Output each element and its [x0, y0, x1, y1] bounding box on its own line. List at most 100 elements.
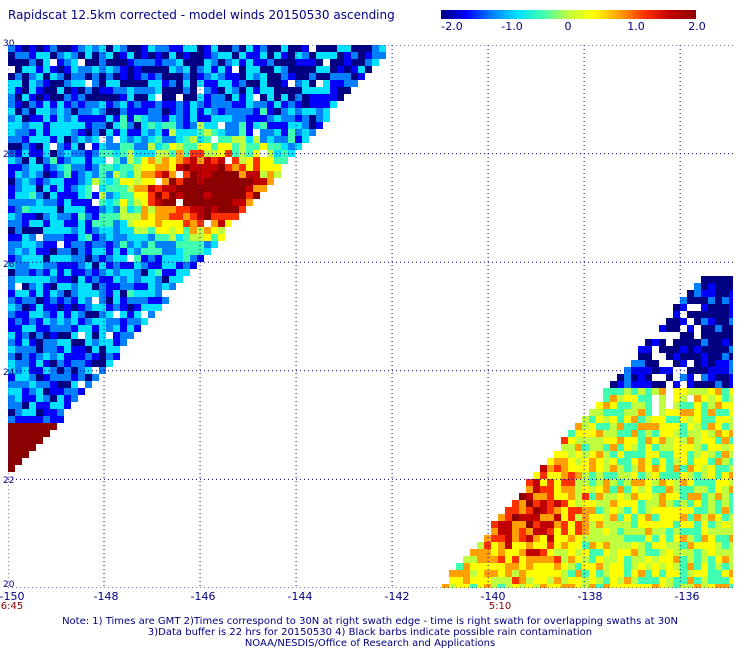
data-cell — [85, 129, 92, 136]
data-cell — [197, 115, 204, 122]
data-cell — [148, 283, 155, 290]
data-cell — [603, 570, 610, 577]
data-cell — [78, 311, 85, 318]
data-cell — [610, 451, 617, 458]
data-cell — [603, 416, 610, 423]
data-cell — [50, 73, 57, 80]
data-cell — [15, 255, 22, 262]
data-cell — [533, 472, 540, 479]
data-cell — [85, 346, 92, 353]
data-cell — [218, 220, 225, 227]
data-cell — [8, 136, 15, 143]
data-cell — [211, 213, 218, 220]
data-cell — [547, 556, 554, 563]
data-cell — [232, 52, 239, 59]
data-cell — [155, 234, 162, 241]
data-cell — [246, 66, 253, 73]
data-cell — [687, 290, 694, 297]
data-cell — [43, 360, 50, 367]
data-cell — [8, 87, 15, 94]
data-cell — [50, 164, 57, 171]
data-cell — [162, 283, 169, 290]
data-cell — [638, 388, 645, 395]
data-cell — [204, 171, 211, 178]
data-cell — [120, 262, 127, 269]
data-cell — [617, 542, 624, 549]
data-cell — [547, 486, 554, 493]
data-cell — [659, 570, 666, 577]
data-cell — [99, 143, 106, 150]
data-cell — [673, 395, 680, 402]
data-cell — [638, 374, 645, 381]
data-cell — [610, 465, 617, 472]
data-cell — [554, 542, 561, 549]
data-cell — [694, 556, 701, 563]
data-cell — [659, 402, 666, 409]
data-cell — [302, 122, 309, 129]
data-cell — [218, 45, 225, 52]
data-cell — [15, 269, 22, 276]
data-cell — [715, 577, 722, 584]
data-cell — [631, 542, 638, 549]
data-cell — [92, 108, 99, 115]
data-cell — [134, 129, 141, 136]
data-cell — [526, 521, 533, 528]
data-cell — [50, 374, 57, 381]
data-cell — [680, 507, 687, 514]
data-cell — [204, 94, 211, 101]
data-cell — [694, 346, 701, 353]
data-cell — [526, 549, 533, 556]
data-cell — [568, 486, 575, 493]
data-cell — [659, 507, 666, 514]
data-cell — [260, 122, 267, 129]
data-cell — [729, 416, 733, 423]
data-cell — [708, 374, 715, 381]
data-cell — [617, 430, 624, 437]
data-cell — [673, 416, 680, 423]
data-cell — [204, 185, 211, 192]
data-cell — [36, 304, 43, 311]
data-cell — [281, 108, 288, 115]
data-cell — [85, 262, 92, 269]
data-cell — [141, 304, 148, 311]
data-cell — [225, 52, 232, 59]
data-cell — [78, 213, 85, 220]
data-cell — [596, 444, 603, 451]
data-cell — [624, 409, 631, 416]
data-cell — [274, 80, 281, 87]
data-cell — [645, 395, 652, 402]
data-cell — [687, 472, 694, 479]
data-cell — [687, 584, 694, 588]
data-cell — [92, 304, 99, 311]
data-cell — [22, 402, 29, 409]
data-cell — [36, 269, 43, 276]
data-cell — [43, 164, 50, 171]
data-cell — [71, 332, 78, 339]
data-cell — [15, 73, 22, 80]
data-cell — [29, 45, 36, 52]
data-cell — [358, 59, 365, 66]
data-cell — [631, 493, 638, 500]
data-cell — [71, 276, 78, 283]
data-cell — [15, 108, 22, 115]
lon-label: -140 — [480, 590, 506, 603]
data-cell — [323, 94, 330, 101]
data-cell — [120, 150, 127, 157]
data-cell — [582, 528, 589, 535]
data-cell — [687, 500, 694, 507]
data-cell — [715, 346, 722, 353]
data-cell — [162, 66, 169, 73]
data-cell — [631, 556, 638, 563]
data-cell — [71, 87, 78, 94]
data-cell — [610, 507, 617, 514]
data-cell — [316, 101, 323, 108]
data-cell — [22, 437, 29, 444]
data-cell — [99, 325, 106, 332]
data-cell — [246, 52, 253, 59]
data-cell — [722, 430, 729, 437]
data-cell — [659, 535, 666, 542]
data-cell — [316, 73, 323, 80]
data-cell — [50, 122, 57, 129]
data-cell — [575, 549, 582, 556]
data-cell — [232, 45, 239, 52]
